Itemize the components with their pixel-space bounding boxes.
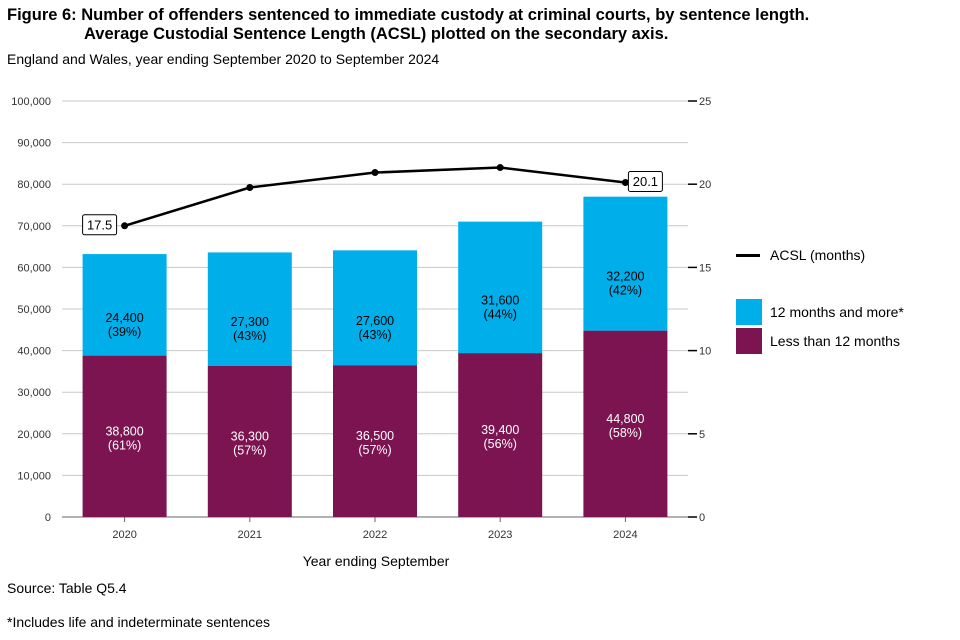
y2-tick-label: 10 xyxy=(699,346,711,358)
legend-line-acsl xyxy=(736,253,760,257)
data-label-under12: 36,300 xyxy=(231,429,269,443)
legend-swatch-over12 xyxy=(736,299,762,325)
data-label-over12: 27,600 xyxy=(356,314,394,328)
y-tick-label: 30,000 xyxy=(17,387,51,399)
bar-over12 xyxy=(458,221,543,354)
data-label-over12: 27,300 xyxy=(231,315,269,329)
pct-label-under12: (57%) xyxy=(233,443,266,457)
y-axis-left: 0 10,000 20,000 30,000 40,000 50,000 60,000 70,… xyxy=(11,96,51,524)
data-label-under12: 36,500 xyxy=(356,429,394,443)
legend-swatch-under12 xyxy=(736,328,762,354)
pct-label-over12: (43%) xyxy=(358,328,391,342)
legend-label-acsl: ACSL (months) xyxy=(770,247,866,263)
y-tick-label: 80,000 xyxy=(17,179,51,191)
pct-label-under12: (56%) xyxy=(484,437,517,451)
acsl-point xyxy=(246,184,254,192)
bar-labels: 38,800(61%)24,400(39%)36,300(57%)27,300(… xyxy=(105,270,644,458)
chart-title-line2: Average Custodial Sentence Length (ACSL)… xyxy=(84,25,669,43)
acsl-series-line xyxy=(124,166,626,227)
acsl-point xyxy=(496,164,504,172)
acsl-point xyxy=(121,222,129,230)
bar-under12 xyxy=(458,353,543,517)
footnote: *Includes life and indeterminate sentenc… xyxy=(7,614,271,630)
y-tick-label: 100,000 xyxy=(11,96,51,108)
bar-over12 xyxy=(207,252,292,366)
y-tick-label: 60,000 xyxy=(17,262,51,274)
bar-over12 xyxy=(583,196,668,331)
acsl-point-label-box xyxy=(82,214,118,236)
bar-under12 xyxy=(583,330,668,517)
x-axis: 2020 2021 2022 2023 2024 xyxy=(112,517,638,541)
y-tick-label: 20,000 xyxy=(17,429,51,441)
acsl-point-label: 20.1 xyxy=(633,174,658,189)
legend-item-under12: Less than 12 months xyxy=(736,328,900,354)
y2-tick-label: 5 xyxy=(699,429,705,441)
x-tick-label: 2024 xyxy=(613,529,637,541)
x-axis-title: Year ending September xyxy=(303,553,450,569)
acsl-line: 17.5 20.1 xyxy=(82,164,663,236)
acsl-point xyxy=(371,169,379,177)
y-tick-label: 50,000 xyxy=(17,304,51,316)
y2-tick-label: 25 xyxy=(699,96,711,108)
data-label-under12: 38,800 xyxy=(105,424,143,438)
legend-label-over12: 12 months and more* xyxy=(770,304,904,320)
y-axis-right: 0 5 10 15 20 25 xyxy=(688,96,711,524)
data-label-under12: 39,400 xyxy=(481,423,519,437)
y-tick-label: 0 xyxy=(45,512,51,524)
x-tick-label: 2023 xyxy=(488,529,512,541)
pct-label-under12: (61%) xyxy=(108,438,141,452)
acsl-point-label: 17.5 xyxy=(87,217,112,232)
bar-under12 xyxy=(207,365,292,517)
data-label-over12: 31,600 xyxy=(481,293,519,307)
legend-item-acsl: ACSL (months) xyxy=(736,247,865,263)
source-note: Source: Table Q5.4 xyxy=(7,580,127,596)
y2-tick-label: 0 xyxy=(699,512,705,524)
y2-tick-label: 15 xyxy=(699,262,711,274)
bar-under12 xyxy=(333,365,417,517)
chart-subtitle: England and Wales, year ending September… xyxy=(7,51,440,67)
acsl-point xyxy=(621,179,629,187)
bar-over12 xyxy=(82,254,167,356)
data-label-over12: 24,400 xyxy=(105,311,143,325)
x-tick-label: 2020 xyxy=(112,529,136,541)
y-tick-label: 70,000 xyxy=(17,221,51,233)
bar-under12 xyxy=(82,355,167,517)
acsl-point-label-box xyxy=(627,171,663,193)
bar-over12 xyxy=(333,250,417,366)
legend-label-under12: Less than 12 months xyxy=(770,333,900,349)
data-label-under12: 44,800 xyxy=(606,412,644,426)
pct-label-under12: (57%) xyxy=(358,443,391,457)
pct-label-under12: (58%) xyxy=(609,426,642,440)
pct-label-over12: (42%) xyxy=(609,284,642,298)
legend-item-over12: 12 months and more* xyxy=(736,299,904,325)
bars xyxy=(82,196,668,517)
pct-label-over12: (43%) xyxy=(233,329,266,343)
y-tick-label: 90,000 xyxy=(17,138,51,150)
x-tick-label: 2021 xyxy=(238,529,262,541)
y-tick-label: 10,000 xyxy=(17,470,51,482)
chart-title-line1: Figure 6: Number of offenders sentenced … xyxy=(7,6,810,24)
pct-label-over12: (44%) xyxy=(484,307,517,321)
data-label-over12: 32,200 xyxy=(606,270,644,284)
x-tick-label: 2022 xyxy=(363,529,387,541)
pct-label-over12: (39%) xyxy=(108,325,141,339)
y2-tick-label: 20 xyxy=(699,179,711,191)
y-tick-label: 40,000 xyxy=(17,346,51,358)
